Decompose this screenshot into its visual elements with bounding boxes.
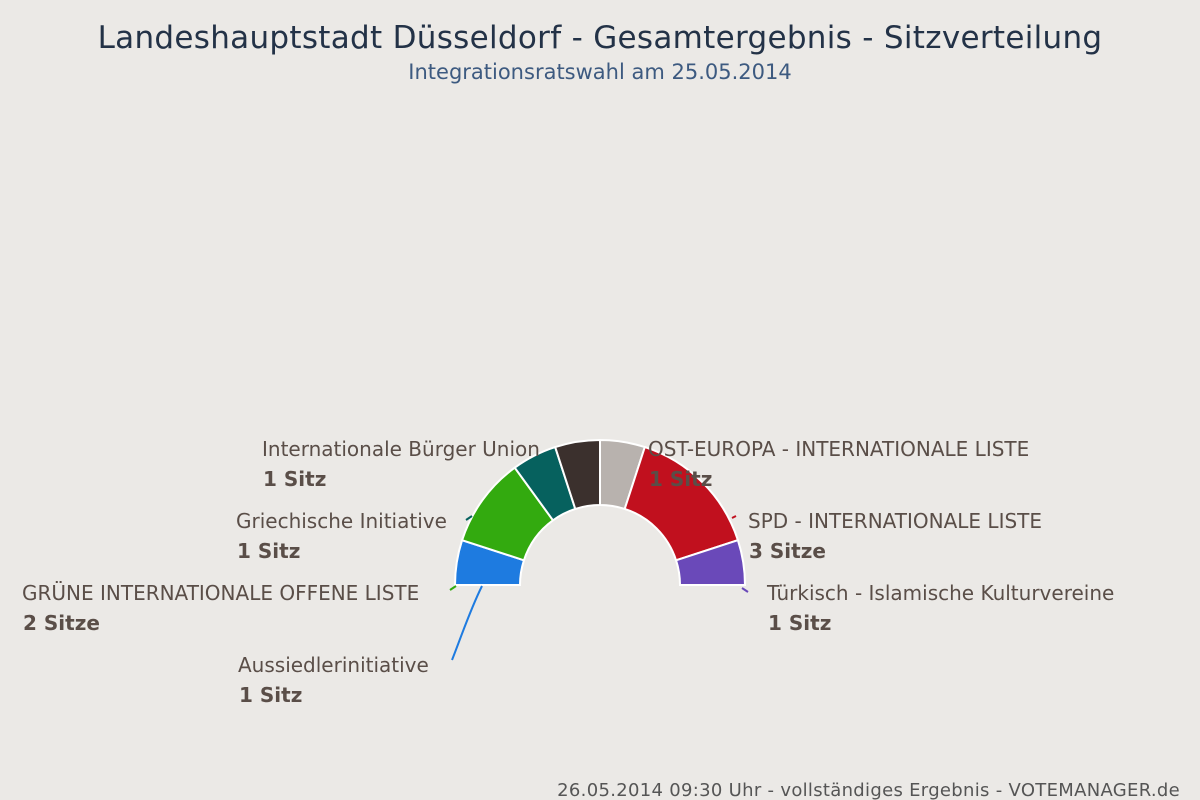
slice-5[interactable] <box>623 445 740 562</box>
slice-label-value-3: 1 Sitz <box>263 467 326 491</box>
slice-label-value-6: 1 Sitz <box>768 611 831 635</box>
slice-label-name-5: SPD - INTERNATIONALE LISTE <box>748 509 1042 533</box>
slice-label-value-5: 3 Sitze <box>749 539 826 563</box>
slice-label-value-2: 1 Sitz <box>237 539 300 563</box>
connector-line-0 <box>451 585 483 661</box>
slice-label-name-2: Griechische Initiative <box>236 509 447 533</box>
slice-label-name-4: OST-EUROPA - INTERNATIONALE LISTE <box>648 437 1029 461</box>
slice-label-name-1: GRÜNE INTERNATIONALE OFFENE LISTE <box>22 581 419 605</box>
connector-line-1 <box>449 585 457 591</box>
slice-label-value-1: 2 Sitze <box>23 611 100 635</box>
footer-note: 26.05.2014 09:30 Uhr - vollständiges Erg… <box>557 780 1180 800</box>
slice-label-value-0: 1 Sitz <box>239 683 302 707</box>
slice-label-name-0: Aussiedlerinitiative <box>238 653 429 677</box>
chart-title: Landeshauptstadt Düsseldorf - Gesamterge… <box>97 20 1103 56</box>
chart-label-connectors <box>449 515 749 661</box>
connector-line-6 <box>741 587 749 593</box>
slice-label-value-4: 1 Sitz <box>649 467 712 491</box>
chart-slices <box>453 438 747 586</box>
chart-labels: Aussiedlerinitiative 1 Sitz GRÜNE INTERNAT… <box>22 437 1114 707</box>
connector-line-2 <box>465 515 473 521</box>
chart-subtitle: Integrationsratswahl am 25.05.2014 <box>408 60 792 84</box>
connector-line-5 <box>731 515 737 519</box>
slice-label-name-3: Internationale Bürger Union <box>262 437 540 461</box>
slice-6[interactable] <box>674 538 747 586</box>
slice-label-name-6: Türkisch - Islamische Kulturvereine <box>766 581 1114 605</box>
